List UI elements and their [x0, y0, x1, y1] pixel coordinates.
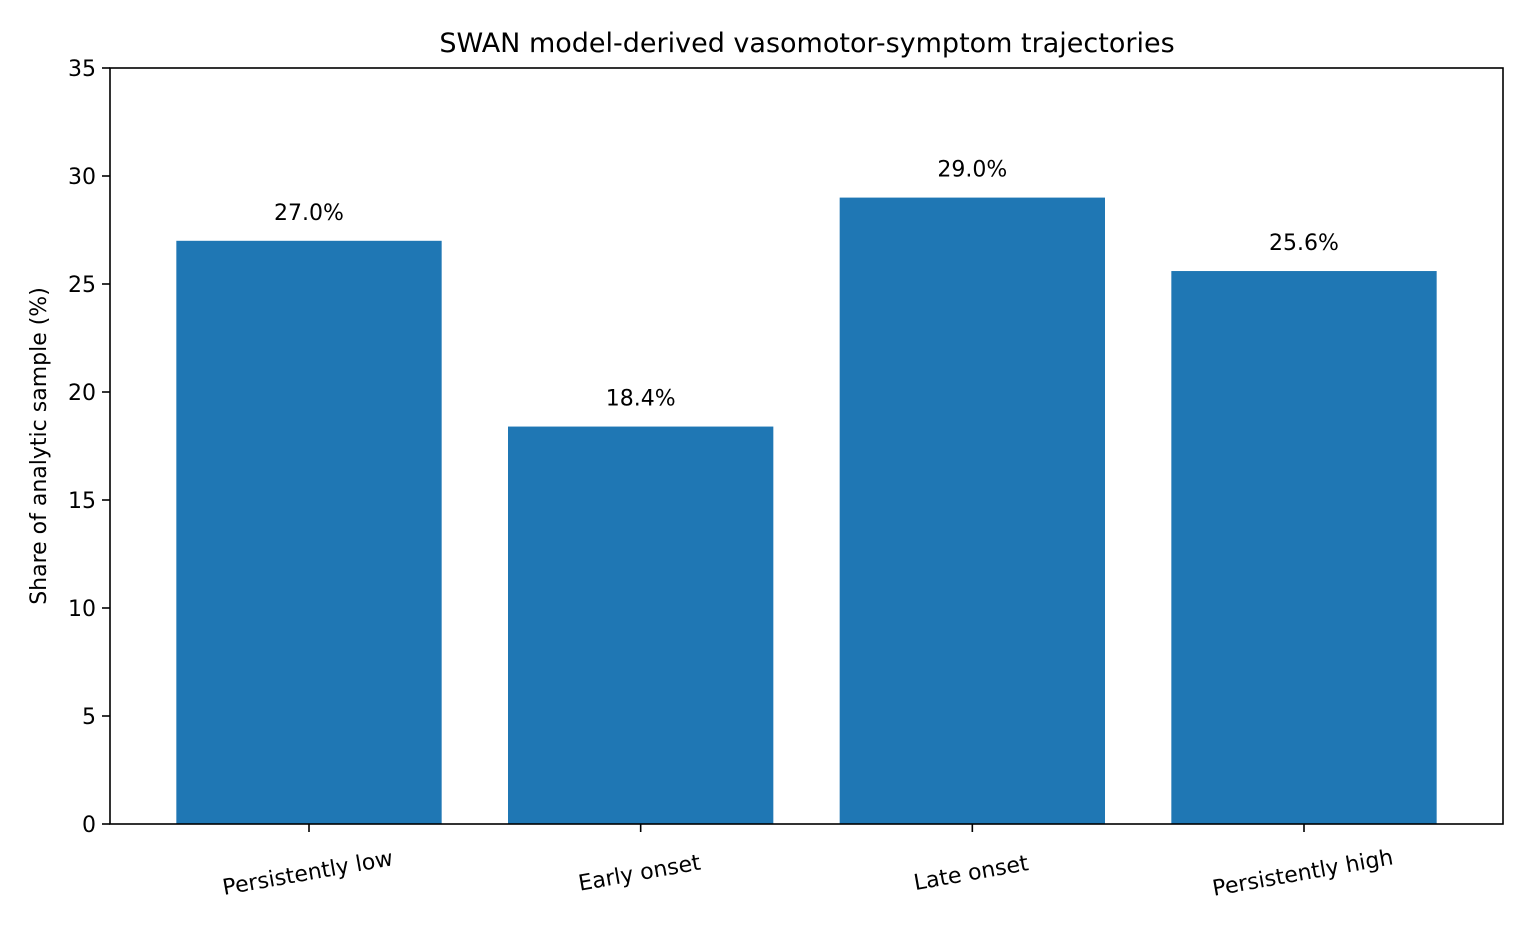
y-tick-label-5: 5: [82, 705, 96, 730]
y-tick-label-30: 30: [68, 165, 96, 190]
plot-area: 27.0% 18.4% 29.0% 25.6% 0 5 10 15 20 25 30 35 Persis…: [68, 57, 1504, 902]
y-tick-label-35: 35: [68, 57, 96, 82]
y-tick-label-10: 10: [68, 597, 96, 622]
y-axis-label: Share of analytic sample (%): [27, 287, 52, 605]
bar-2: [508, 426, 774, 824]
bar-3: [839, 197, 1105, 825]
bar-1: [176, 240, 442, 825]
x-tick-label-3: Late onset: [912, 851, 1031, 896]
data-label-1: 27.0%: [274, 201, 344, 226]
y-tick-label-25: 25: [68, 273, 96, 298]
x-tick-label-4: Persistently high: [1211, 845, 1395, 901]
y-tick-label-15: 15: [68, 489, 96, 514]
data-label-3: 29.0%: [937, 158, 1007, 183]
x-tick-label-1: Persistently low: [221, 846, 395, 901]
data-label-4: 25.6%: [1269, 231, 1339, 256]
x-tick-label-2: Early onset: [577, 850, 703, 896]
plot-frame: [109, 67, 1504, 825]
y-tick-label-0: 0: [82, 813, 96, 838]
bar-4: [1171, 271, 1437, 824]
data-label-2: 18.4%: [606, 387, 676, 412]
y-tick-label-20: 20: [68, 381, 96, 406]
chart-title: SWAN model-derived vasomotor-symptom tra…: [439, 28, 1174, 59]
